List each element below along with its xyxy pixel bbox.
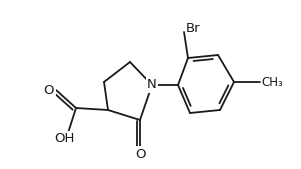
Text: CH₃: CH₃ [261,76,283,89]
Text: O: O [135,148,145,161]
Text: OH: OH [54,132,74,146]
Text: Br: Br [186,21,201,34]
Text: N: N [147,78,157,91]
Text: O: O [44,83,54,96]
